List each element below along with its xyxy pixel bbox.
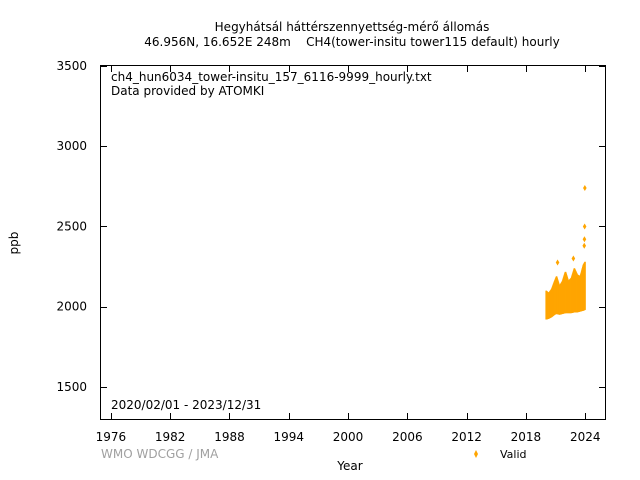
x-axis: 1976 1982 1988 1994 2000 2006 2012 2018 2024 bbox=[96, 66, 601, 444]
x-tick-label: 1994 bbox=[273, 430, 304, 444]
x-tick-label: 2012 bbox=[451, 430, 482, 444]
x-tick-label: 1988 bbox=[214, 430, 245, 444]
legend: Valid bbox=[474, 448, 527, 461]
chart-title: Hegyhátsál háttérszennyettség-mérő állom… bbox=[215, 20, 490, 34]
data-point bbox=[583, 184, 587, 191]
y-tick-label: 1500 bbox=[56, 380, 87, 394]
chart-subtitle: 46.956N, 16.652E 248m CH4(tower-insitu t… bbox=[144, 35, 559, 49]
data-point bbox=[582, 242, 587, 249]
x-tick-label: 1976 bbox=[96, 430, 127, 444]
period-annotation: 2020/02/01 - 2023/12/31 bbox=[111, 398, 261, 412]
data-point bbox=[571, 255, 576, 262]
x-tick-label: 2000 bbox=[333, 430, 364, 444]
y-axis: 1500 2000 2500 3000 3500 bbox=[56, 59, 605, 394]
legend-marker-valid bbox=[474, 450, 478, 458]
x-tick-label: 2006 bbox=[392, 430, 423, 444]
y-tick-label: 2000 bbox=[56, 300, 87, 314]
x-tick-label: 2018 bbox=[511, 430, 542, 444]
file-annotation: ch4_hun6034_tower-insitu_157_6116-9999_h… bbox=[111, 70, 432, 84]
data-series-valid bbox=[545, 184, 587, 320]
data-point bbox=[582, 236, 587, 243]
footer-credit: WMO WDCGG / JMA bbox=[101, 447, 219, 461]
provider-annotation: Data provided by ATOMKI bbox=[111, 84, 264, 98]
y-tick-label: 3000 bbox=[56, 139, 87, 153]
x-tick-label: 2024 bbox=[570, 430, 601, 444]
legend-label-valid: Valid bbox=[500, 448, 527, 461]
y-axis-label: ppb bbox=[7, 232, 21, 255]
x-axis-label: Year bbox=[336, 459, 362, 473]
y-tick-label: 3500 bbox=[56, 59, 87, 73]
data-point bbox=[555, 259, 560, 266]
y-tick-label: 2500 bbox=[56, 219, 87, 233]
x-tick-label: 1982 bbox=[155, 430, 186, 444]
data-point bbox=[582, 223, 587, 230]
plot-frame bbox=[100, 65, 606, 420]
